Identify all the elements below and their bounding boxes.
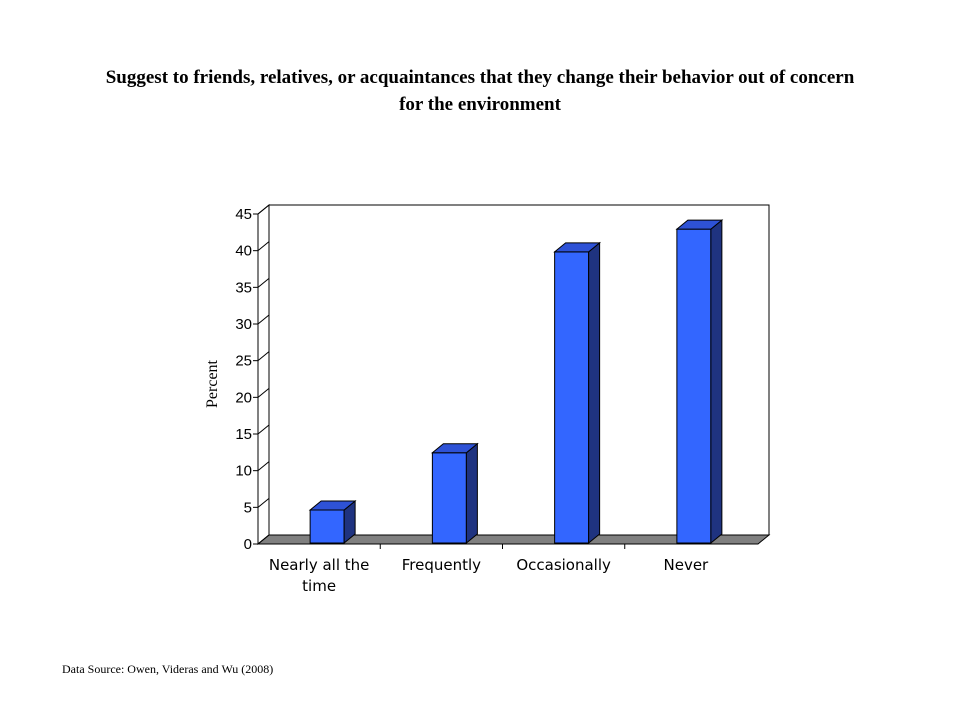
y-tick-label: 35 xyxy=(235,279,252,296)
bar-top xyxy=(675,219,724,230)
x-category-label: Never xyxy=(664,556,710,574)
x-category-label-line: Nearly all the xyxy=(269,556,370,574)
y-tick-label: 40 xyxy=(235,243,252,260)
y-tick-depth-line xyxy=(257,424,270,435)
bar-0 xyxy=(308,499,357,545)
y-tick-depth-line xyxy=(257,387,270,398)
chart-title: Suggest to friends, relatives, or acquai… xyxy=(40,64,920,118)
y-tick-depth-line xyxy=(257,241,270,252)
bar-front xyxy=(431,452,467,544)
bar-side xyxy=(710,219,723,545)
bar-side xyxy=(465,442,478,545)
data-source-note: Data Source: Owen, Videras and Wu (2008) xyxy=(62,662,274,676)
y-tick-depth-line xyxy=(257,351,270,362)
x-axis-labels: Nearly all the time Frequently Occasionally… xyxy=(269,544,709,595)
plot-area-left-wall xyxy=(257,203,270,546)
y-tick-depth-line xyxy=(257,497,270,508)
y-tick-label: 30 xyxy=(235,316,252,333)
bar-3 xyxy=(675,219,724,545)
y-tick-depth-line xyxy=(257,204,270,215)
bar-top xyxy=(553,242,602,253)
x-category-label-line: time xyxy=(302,577,336,595)
x-category-label-line: Never xyxy=(664,556,710,574)
x-category-label-line: Occasionally xyxy=(516,556,611,574)
bar-front xyxy=(309,509,345,544)
chart-title-line-1: Suggest to friends, relatives, or acquai… xyxy=(105,67,855,88)
y-tick-label: 10 xyxy=(235,463,252,480)
y-tick-label: 45 xyxy=(235,206,252,223)
y-tick-label: 20 xyxy=(235,389,252,406)
y-tick-label: 5 xyxy=(244,499,252,516)
bars xyxy=(308,219,724,545)
x-category-label: Occasionally xyxy=(516,556,611,574)
bar-top xyxy=(430,443,479,454)
bar-side xyxy=(588,241,601,545)
y-tick-depth-line xyxy=(257,534,270,545)
x-category-label: Frequently xyxy=(402,556,481,574)
y-tick-label: 0 xyxy=(244,536,252,553)
y-tick-depth-line xyxy=(257,277,270,288)
chart-title-line-2: for the environment xyxy=(399,94,561,115)
y-tick-label: 25 xyxy=(235,353,252,370)
y-axis-ticks: 0 5 10 15 20 25 30 35 40 45 xyxy=(235,204,270,553)
bar-front xyxy=(676,228,712,544)
bar-top xyxy=(308,500,357,511)
y-tick-depth-line xyxy=(257,461,270,472)
bar-2 xyxy=(553,241,602,545)
bar-front xyxy=(554,251,590,544)
bar-1 xyxy=(430,442,479,545)
y-tick-label: 15 xyxy=(235,426,252,443)
x-category-label: Nearly all the time xyxy=(269,556,370,595)
x-category-label-line: Frequently xyxy=(402,556,481,574)
y-axis-title: Percent xyxy=(204,359,221,408)
y-tick-depth-line xyxy=(257,314,270,325)
